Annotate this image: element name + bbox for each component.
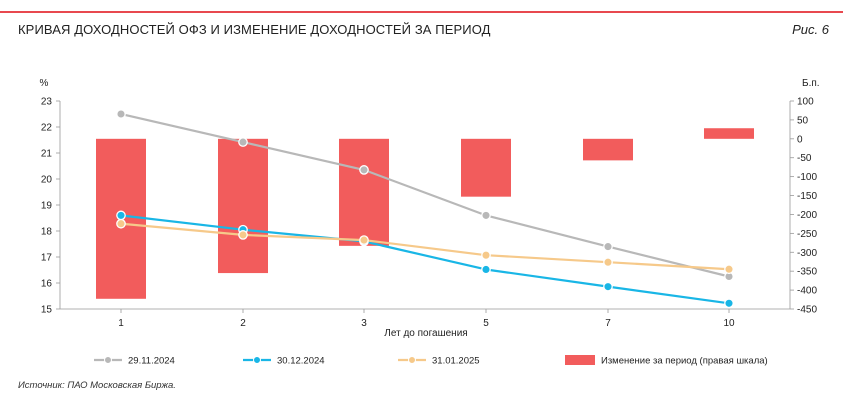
point-series-3 — [481, 250, 491, 261]
line-series-1 — [120, 112, 730, 278]
figure-label: Рис. 6 — [792, 22, 829, 37]
legend-marker-3 — [408, 356, 416, 364]
point-series-1 — [359, 165, 369, 175]
point-series-2 — [603, 281, 613, 292]
point-series-2 — [724, 298, 734, 309]
left-axis-tick-label: 20 — [41, 175, 53, 186]
point-series-1 — [116, 109, 126, 119]
left-axis-tick-label: 15 — [41, 305, 53, 316]
bar-change-2 — [218, 138, 268, 274]
x-axis-tick-label: 5 — [483, 318, 489, 329]
point-series-3 — [724, 264, 734, 275]
right-axis-tick-label: -100 — [797, 172, 817, 183]
point-series-3 — [603, 257, 613, 268]
right-axis-unit: Б.п. — [802, 78, 820, 89]
right-axis-tick-label: -450 — [797, 305, 817, 316]
right-axis-tick-label: -150 — [797, 191, 817, 202]
right-axis-tick-label: 100 — [797, 97, 814, 108]
right-axis-tick-label: -200 — [797, 210, 817, 221]
right-axis-tick-label: -300 — [797, 248, 817, 259]
legend-label-2: 30.12.2024 — [277, 356, 325, 367]
x-axis-tick-label: 7 — [605, 318, 611, 329]
x-axis-tick-label: 2 — [240, 318, 246, 329]
legend-marker-2 — [253, 356, 261, 364]
chart-title: КРИВАЯ ДОХОДНОСТЕЙ ОФЗ И ИЗМЕНЕНИЕ ДОХОД… — [18, 22, 491, 37]
source-note: Источник: ПАО Московская Биржа. — [18, 380, 176, 391]
left-axis-tick-label: 22 — [41, 123, 53, 134]
left-axis-tick-label: 19 — [41, 201, 53, 212]
x-axis-tick-label: 3 — [361, 318, 367, 329]
legend-label-bars: Изменение за период (правая шкала) — [601, 356, 768, 367]
point-series-1 — [238, 137, 248, 147]
right-axis-tick-label: -250 — [797, 229, 817, 240]
point-series-1 — [603, 241, 613, 252]
right-axis-tick-label: -350 — [797, 267, 817, 278]
bar-change-3 — [339, 138, 389, 246]
x-axis-label: Лет до погашения — [384, 328, 467, 339]
left-axis-tick-label: 16 — [41, 279, 53, 290]
point-series-3 — [238, 230, 248, 240]
left-axis-tick-label: 18 — [41, 227, 53, 238]
bar-change-5 — [461, 138, 511, 197]
left-axis-tick-label: 23 — [41, 97, 53, 108]
right-axis-tick-label: 50 — [797, 115, 809, 126]
legend-marker-1 — [104, 356, 112, 364]
x-axis-tick-label: 10 — [723, 318, 735, 329]
header-accent-line — [0, 11, 843, 13]
point-series-2 — [116, 210, 126, 221]
left-axis-tick-label: 21 — [41, 149, 53, 160]
line-series-3 — [120, 222, 730, 271]
bar-change-10 — [704, 128, 754, 139]
legend-bar-swatch — [565, 355, 595, 365]
point-series-2 — [481, 264, 491, 275]
left-axis-tick-label: 17 — [41, 253, 53, 264]
right-axis-tick-label: -50 — [797, 153, 812, 164]
x-axis-tick-label: 1 — [118, 318, 124, 329]
point-series-3 — [359, 235, 369, 245]
left-axis-unit: % — [40, 78, 49, 89]
line-series-2 — [120, 214, 730, 305]
bar-change-7 — [583, 138, 633, 161]
point-series-1 — [481, 210, 491, 221]
right-axis-tick-label: -400 — [797, 286, 817, 297]
legend-label-1: 29.11.2024 — [128, 356, 175, 367]
legend-label-3: 31.01.2025 — [432, 356, 480, 367]
right-axis-tick-label: 0 — [797, 134, 803, 145]
point-series-3 — [116, 218, 126, 229]
